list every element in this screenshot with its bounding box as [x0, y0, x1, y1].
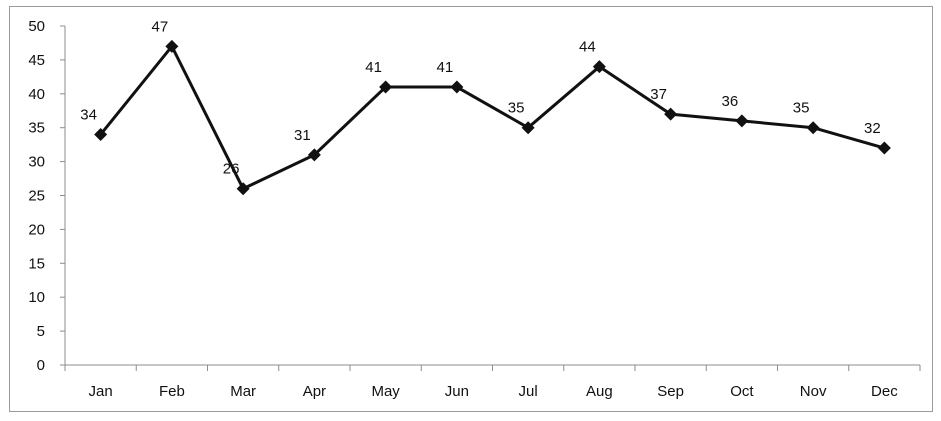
y-tick-label: 20 [28, 221, 45, 238]
x-axis: Jan Feb Mar Apr May Jun Jul Aug Sep Oct Nov Dec [64, 364, 921, 400]
data-value-label: 36 [722, 93, 739, 110]
data-point-marker [735, 114, 749, 128]
x-tick-label: Jun [445, 383, 469, 400]
y-tick-label: 15 [28, 255, 45, 272]
data-value-label: 41 [437, 59, 454, 76]
data-point-marker [165, 39, 179, 53]
data-point-marker [379, 80, 393, 94]
data-value-label: 47 [152, 18, 169, 35]
data-value-label: 41 [365, 59, 382, 76]
y-tick-label: 5 [37, 323, 45, 340]
y-tick-label: 25 [28, 188, 45, 205]
x-tick-label: Sep [657, 383, 684, 400]
data-point-marker [806, 121, 820, 135]
y-tick-label: 30 [28, 154, 45, 171]
series-line-group [94, 39, 891, 196]
data-point-marker [450, 80, 464, 94]
data-value-label: 34 [80, 106, 97, 123]
x-tick-label: Feb [159, 383, 185, 400]
x-tick-label: Oct [730, 383, 754, 400]
y-tick-label: 10 [28, 289, 45, 306]
y-tick-label: 45 [28, 52, 45, 69]
data-value-label: 44 [579, 39, 596, 56]
x-tick-label: Aug [586, 383, 613, 400]
data-point-marker [877, 141, 891, 155]
x-tick-label: Dec [871, 383, 898, 400]
data-point-marker [307, 148, 321, 162]
data-point-marker [94, 127, 108, 141]
data-point-marker [236, 182, 250, 196]
data-point-marker [664, 107, 678, 121]
y-tick-label: 40 [28, 86, 45, 103]
y-tick-label: 50 [28, 18, 45, 35]
y-tick-label: 35 [28, 120, 45, 137]
y-axis: 0 5 10 15 20 25 30 35 40 45 50 [28, 18, 66, 374]
data-value-label: 26 [223, 161, 240, 178]
data-point-marker [521, 121, 535, 135]
data-labels: 34 47 26 31 41 41 35 44 37 36 35 32 [80, 18, 880, 177]
chart-container [9, 6, 933, 412]
series-line [99, 43, 885, 191]
x-tick-label: Mar [230, 383, 256, 400]
x-tick-label: Nov [800, 383, 827, 400]
x-tick-label: Apr [303, 383, 326, 400]
data-value-label: 32 [864, 120, 881, 137]
x-tick-label: May [371, 383, 400, 400]
x-tick-label: Jan [89, 383, 113, 400]
y-tick-label: 0 [37, 357, 45, 374]
data-value-label: 31 [294, 127, 311, 144]
data-value-label: 35 [508, 100, 525, 117]
data-value-label: 37 [650, 86, 667, 103]
x-tick-label: Jul [519, 383, 538, 400]
data-point-marker [592, 60, 606, 74]
data-value-label: 35 [793, 100, 810, 117]
